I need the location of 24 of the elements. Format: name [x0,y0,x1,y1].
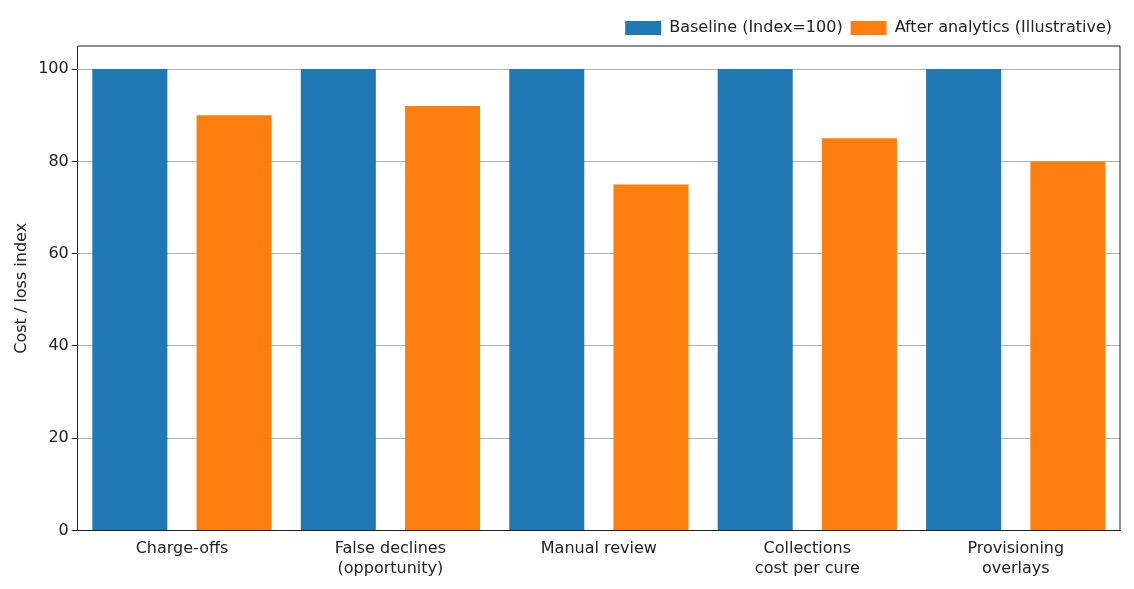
bar [509,69,585,531]
y-axis-title: Cost / loss index [10,222,30,354]
x-tick-label: Collections cost per cure [754,538,860,577]
bar [821,138,897,531]
x-tick-label: Provisioning overlays [967,538,1065,577]
bar [1030,161,1106,531]
x-tick-label: False declines (opportunity) [334,538,447,577]
y-tick-label: 0 [58,519,69,539]
y-tick-label: 100 [38,58,69,78]
legend-label: After analytics (Illustrative) [894,17,1113,37]
bar [196,115,272,531]
y-tick-label: 40 [48,335,69,355]
y-tick-label: 80 [48,150,69,170]
bar [613,184,689,531]
y-tick-label: 20 [48,427,69,447]
bar [300,69,376,531]
legend-label: Baseline (Index=100) [669,17,843,37]
x-tick-label: Manual review [540,538,657,558]
bar [405,106,481,531]
bar [926,69,1002,531]
bar [717,69,793,531]
x-tick-label: Charge-offs [135,538,229,558]
y-tick-label: 60 [48,242,69,262]
bar [92,69,168,531]
